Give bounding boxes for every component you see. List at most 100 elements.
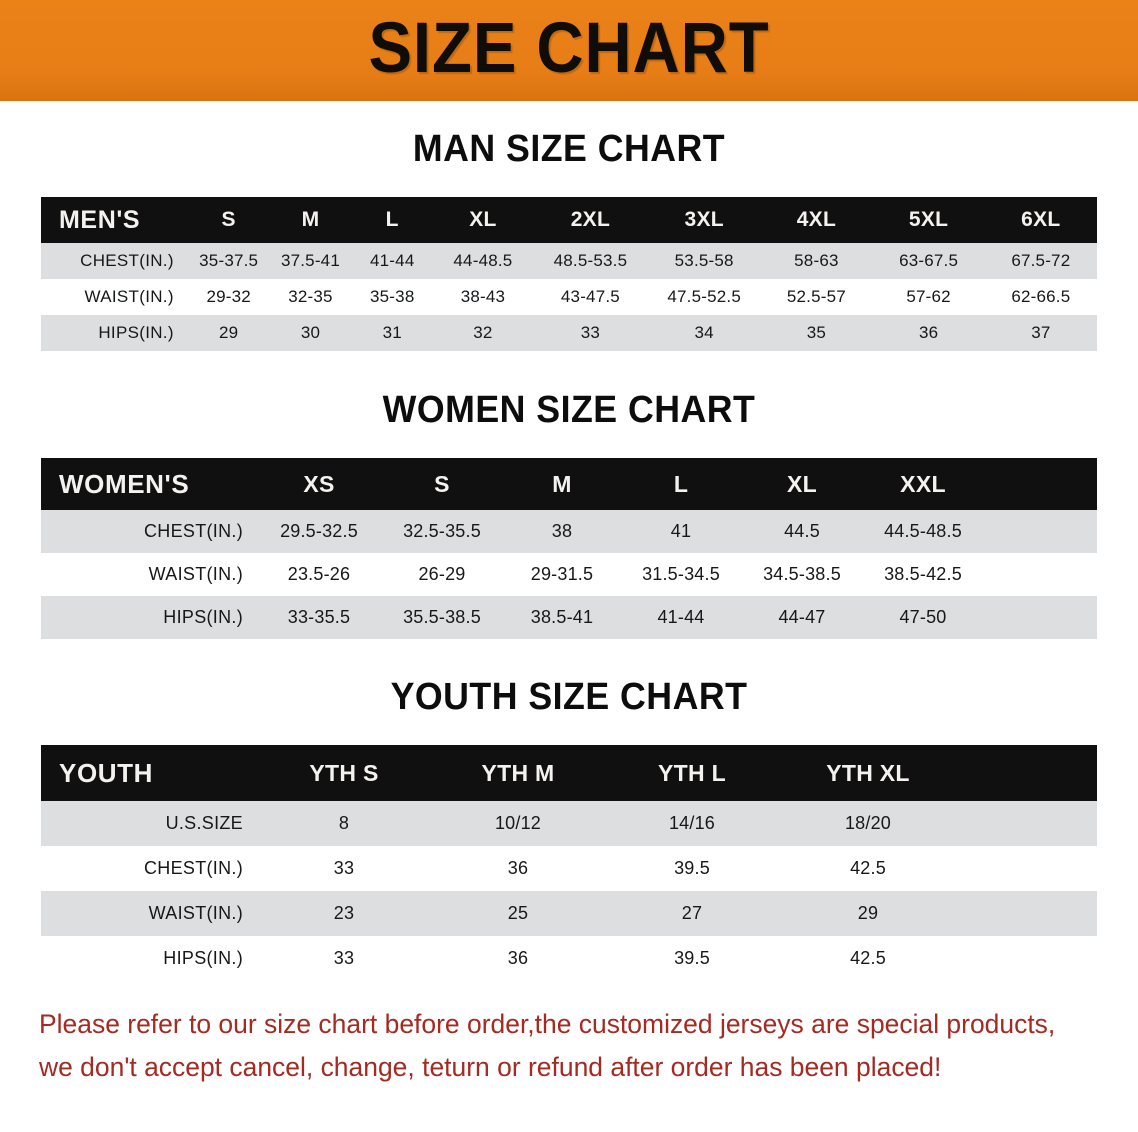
youth-col-empty: [957, 745, 1097, 801]
youth-waist-xl: 29: [779, 891, 957, 936]
order-policy-note: Please refer to our size chart before or…: [39, 1003, 1078, 1088]
women-hips-m: 38.5-41: [503, 596, 621, 639]
youth-size-table-wrapper: YOUTH YTH S YTH M YTH L YTH XL U.S.SIZE …: [41, 745, 1097, 981]
women-corner-label: WOMEN'S: [59, 468, 190, 499]
men-row-label-hips: HIPS(IN.): [41, 315, 188, 351]
men-waist-l: 35-38: [351, 279, 434, 315]
youth-corner-label: YOUTH: [59, 757, 153, 788]
youth-waist-s: 23: [257, 891, 431, 936]
women-row-label-chest: CHEST(IN.): [41, 510, 257, 553]
youth-ussize-m: 10/12: [431, 801, 605, 846]
men-hips-l: 31: [351, 315, 434, 351]
men-size-table-wrapper: MEN'S S M L XL 2XL 3XL 4XL 5XL 6XL CHEST…: [41, 197, 1097, 351]
men-waist-5xl: 57-62: [872, 279, 985, 315]
men-chest-2xl: 48.5-53.5: [532, 243, 649, 279]
women-col-xl: XL: [787, 470, 817, 497]
women-hips-empty: [983, 596, 1097, 639]
youth-size-table: YOUTH YTH S YTH M YTH L YTH XL U.S.SIZE …: [41, 745, 1097, 981]
women-size-table-wrapper: WOMEN'S XS S M L XL XXL CHEST(IN.) 29.5-…: [41, 458, 1097, 639]
men-row-label-waist: WAIST(IN.): [41, 279, 188, 315]
youth-chest-s: 33: [257, 846, 431, 891]
youth-ussize-s: 8: [257, 801, 431, 846]
men-waist-xl: 38-43: [433, 279, 533, 315]
women-chest-xl: 44.5: [741, 510, 863, 553]
women-hips-s: 35.5-38.5: [381, 596, 503, 639]
youth-ussize-l: 14/16: [605, 801, 779, 846]
men-hips-xl: 32: [433, 315, 533, 351]
men-hips-6xl: 37: [984, 315, 1097, 351]
youth-hips-s: 33: [257, 936, 431, 981]
youth-chest-xl: 42.5: [779, 846, 957, 891]
women-col-xxl: XXL: [900, 470, 946, 497]
table-row: HIPS(IN.) 33 36 39.5 42.5: [41, 936, 1097, 981]
men-chest-5xl: 63-67.5: [872, 243, 985, 279]
youth-row-label-waist: WAIST(IN.): [41, 891, 257, 936]
youth-hips-m: 36: [431, 936, 605, 981]
men-hips-s: 29: [187, 315, 270, 351]
page-title: SIZE CHART: [368, 9, 770, 88]
youth-row-label-chest: CHEST(IN.): [41, 846, 257, 891]
men-size-table: MEN'S S M L XL 2XL 3XL 4XL 5XL 6XL CHEST…: [41, 197, 1097, 351]
women-hips-l: 41-44: [621, 596, 741, 639]
men-row-label-chest: CHEST(IN.): [41, 243, 188, 279]
order-policy-note-line-1: Please refer to our size chart before or…: [39, 1009, 1056, 1039]
youth-chest-m: 36: [431, 846, 605, 891]
women-hips-xl: 44-47: [741, 596, 863, 639]
youth-chest-empty: [957, 846, 1097, 891]
youth-ussize-empty: [957, 801, 1097, 846]
women-col-empty: [983, 458, 1097, 510]
youth-ussize-xl: 18/20: [779, 801, 957, 846]
women-waist-xl: 34.5-38.5: [741, 553, 863, 596]
men-col-5xl: 5XL: [908, 208, 949, 231]
order-policy-note-line-2: we don't accept cancel, change, teturn o…: [39, 1051, 942, 1082]
women-row-label-hips: HIPS(IN.): [41, 596, 257, 639]
men-chest-s: 35-37.5: [187, 243, 270, 279]
men-chest-l: 41-44: [351, 243, 434, 279]
women-chest-m: 38: [503, 510, 621, 553]
men-chest-4xl: 58-63: [760, 243, 873, 279]
men-waist-2xl: 43-47.5: [532, 279, 649, 315]
table-row: WAIST(IN.) 23.5-26 26-29 29-31.5 31.5-34…: [41, 553, 1097, 596]
women-row-label-waist: WAIST(IN.): [41, 553, 257, 596]
youth-col-xl: YTH XL: [826, 759, 910, 786]
men-section-title: MAN SIZE CHART: [412, 128, 726, 170]
youth-header-row: YOUTH YTH S YTH M YTH L YTH XL: [41, 745, 1097, 801]
table-row: CHEST(IN.) 29.5-32.5 32.5-35.5 38 41 44.…: [41, 510, 1097, 553]
men-chest-3xl: 53.5-58: [648, 243, 761, 279]
youth-waist-l: 27: [605, 891, 779, 936]
women-chest-l: 41: [621, 510, 741, 553]
men-col-2xl: 2XL: [570, 208, 611, 231]
men-chest-m: 37.5-41: [269, 243, 352, 279]
men-waist-3xl: 47.5-52.5: [648, 279, 761, 315]
youth-hips-xl: 42.5: [779, 936, 957, 981]
men-hips-2xl: 33: [532, 315, 649, 351]
table-row: HIPS(IN.) 29 30 31 32 33 34 35 36 37: [41, 315, 1097, 351]
women-chest-empty: [983, 510, 1097, 553]
men-hips-4xl: 35: [760, 315, 873, 351]
women-waist-xs: 23.5-26: [257, 553, 381, 596]
women-size-table: WOMEN'S XS S M L XL XXL CHEST(IN.) 29.5-…: [41, 458, 1097, 639]
men-header-row: MEN'S S M L XL 2XL 3XL 4XL 5XL 6XL: [41, 197, 1097, 243]
men-col-6xl: 6XL: [1021, 208, 1061, 231]
women-col-l: L: [673, 470, 689, 497]
men-hips-m: 30: [269, 315, 352, 351]
women-waist-s: 26-29: [381, 553, 503, 596]
youth-chest-l: 39.5: [605, 846, 779, 891]
youth-col-m: YTH M: [481, 759, 555, 786]
youth-waist-m: 25: [431, 891, 605, 936]
men-chest-xl: 44-48.5: [433, 243, 533, 279]
men-col-m: M: [301, 208, 320, 231]
women-header-row: WOMEN'S XS S M L XL XXL: [41, 458, 1097, 510]
women-chest-s: 32.5-35.5: [381, 510, 503, 553]
youth-hips-empty: [957, 936, 1097, 981]
women-col-xs: XS: [303, 470, 335, 497]
women-col-m: M: [552, 470, 572, 497]
table-row: HIPS(IN.) 33-35.5 35.5-38.5 38.5-41 41-4…: [41, 596, 1097, 639]
table-row: CHEST(IN.) 33 36 39.5 42.5: [41, 846, 1097, 891]
women-waist-l: 31.5-34.5: [621, 553, 741, 596]
page-header-banner: SIZE CHART: [0, 0, 1138, 101]
table-row: CHEST(IN.) 35-37.5 37.5-41 41-44 44-48.5…: [41, 243, 1097, 279]
youth-col-l: YTH L: [658, 759, 726, 786]
men-col-4xl: 4XL: [796, 208, 837, 231]
men-corner-label: MEN'S: [59, 205, 141, 234]
